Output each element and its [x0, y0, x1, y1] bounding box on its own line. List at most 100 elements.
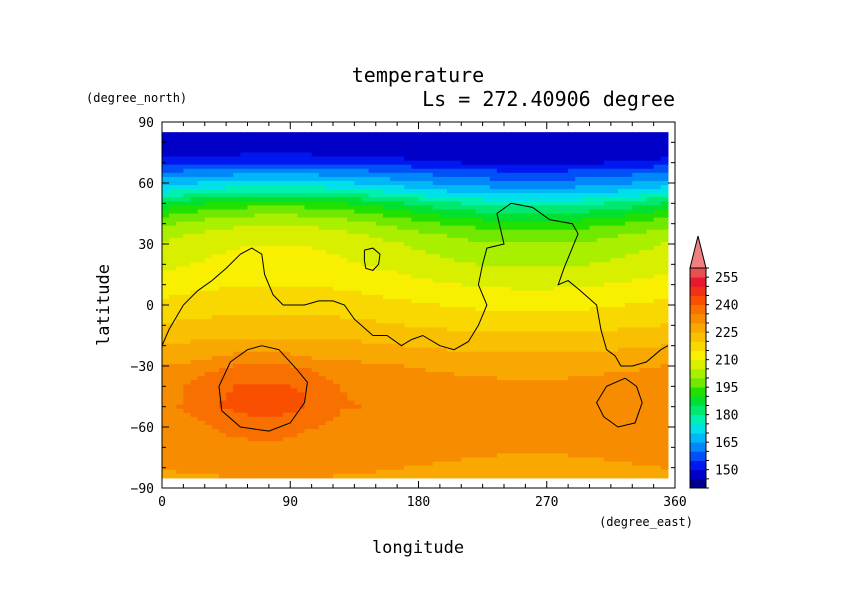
heatmap-cell [646, 298, 655, 304]
heatmap-cell [311, 335, 320, 341]
heatmap-cell [504, 250, 512, 255]
heatmap-cell [169, 339, 177, 345]
heatmap-cell [639, 274, 648, 280]
heatmap-cell [518, 351, 526, 357]
heatmap-cell [532, 266, 541, 272]
heatmap-cell [511, 290, 519, 296]
heatmap-cell [546, 168, 555, 174]
heatmap-cell [197, 388, 206, 394]
heatmap-cell [653, 319, 662, 324]
heatmap-cell [568, 363, 576, 369]
heatmap-cell [290, 331, 298, 337]
heatmap-cell [204, 185, 213, 190]
heatmap-cell [582, 400, 591, 406]
heatmap-cell [375, 241, 384, 247]
heatmap-cell [603, 197, 612, 202]
heatmap-cell [461, 233, 469, 239]
heatmap-cell [382, 229, 391, 235]
heatmap-cell [204, 160, 213, 166]
heatmap-cell [461, 172, 469, 178]
heatmap-cell [582, 290, 591, 296]
heatmap-cell [240, 189, 249, 194]
heatmap-cell [211, 160, 220, 166]
heatmap-cell [589, 221, 598, 227]
heatmap-cell [625, 302, 633, 308]
heatmap-cell [660, 225, 669, 231]
heatmap-cell [261, 416, 270, 422]
heatmap-cell [511, 205, 519, 211]
heatmap-cell [496, 355, 505, 361]
heatmap-cell [603, 193, 612, 198]
heatmap-cell [276, 193, 284, 198]
heatmap-cell [368, 327, 377, 333]
heatmap-cell [454, 270, 462, 276]
heatmap-cell [518, 327, 526, 333]
heatmap-cell [461, 258, 469, 263]
heatmap-cell [268, 197, 277, 202]
heatmap-cell [297, 229, 306, 235]
heatmap-cell [240, 384, 249, 389]
heatmap-cell [468, 168, 477, 174]
heatmap-cell [561, 363, 569, 369]
heatmap-cell [226, 225, 234, 231]
heatmap-cell [197, 237, 206, 243]
heatmap-cell [268, 168, 277, 174]
heatmap-cell [219, 201, 227, 206]
heatmap-cell [432, 335, 441, 341]
heatmap-cell [482, 217, 491, 223]
heatmap-cell [325, 176, 334, 182]
heatmap-cell [632, 160, 640, 166]
heatmap-cell [311, 408, 320, 414]
heatmap-cell [582, 315, 591, 320]
heatmap-cell [311, 217, 320, 223]
heatmap-cell [418, 160, 427, 166]
heatmap-cell [518, 144, 526, 150]
heatmap-cell [361, 392, 370, 398]
heatmap-cell [461, 327, 469, 333]
heatmap-cell [197, 152, 206, 158]
heatmap-cell [240, 339, 249, 345]
heatmap-cell [596, 372, 605, 377]
heatmap-cell [660, 274, 669, 280]
heatmap-cell [361, 355, 370, 361]
heatmap-cell [568, 331, 576, 337]
heatmap-cell [219, 132, 227, 137]
heatmap-cell [603, 241, 612, 247]
heatmap-cell [411, 197, 420, 202]
heatmap-cell [340, 136, 348, 141]
heatmap-cell [197, 160, 206, 166]
heatmap-cell [475, 185, 484, 190]
heatmap-cell [404, 319, 412, 324]
heatmap-cell [404, 189, 412, 194]
heatmap-cell [382, 363, 391, 369]
heatmap-cell [561, 258, 569, 263]
heatmap-cell [461, 323, 469, 328]
heatmap-cell [283, 233, 291, 239]
heatmap-cell [660, 363, 669, 369]
heatmap-cell [461, 380, 469, 385]
heatmap-cell [169, 396, 177, 402]
heatmap-cell [318, 404, 327, 410]
heatmap-cell [482, 384, 491, 389]
heatmap-cell [561, 351, 569, 357]
heatmap-cell [561, 233, 569, 239]
heatmap-cell [610, 278, 619, 284]
heatmap-cell [254, 197, 263, 202]
heatmap-cell [439, 270, 448, 276]
heatmap-cell [382, 274, 391, 280]
heatmap-cell [268, 233, 277, 239]
heatmap-cell [304, 290, 313, 296]
heatmap-cell [333, 144, 341, 150]
heatmap-cell [311, 311, 320, 316]
heatmap-cell [304, 376, 313, 381]
heatmap-cell [660, 193, 669, 198]
heatmap-cell [325, 351, 334, 357]
heatmap-cell [219, 307, 227, 312]
heatmap-cell [162, 331, 170, 337]
heatmap-cell [183, 144, 192, 150]
heatmap-cell [276, 282, 284, 288]
heatmap-cell [496, 274, 505, 280]
heatmap-cell [482, 282, 491, 288]
heatmap-cell [276, 302, 284, 308]
heatmap-cell [575, 201, 583, 206]
